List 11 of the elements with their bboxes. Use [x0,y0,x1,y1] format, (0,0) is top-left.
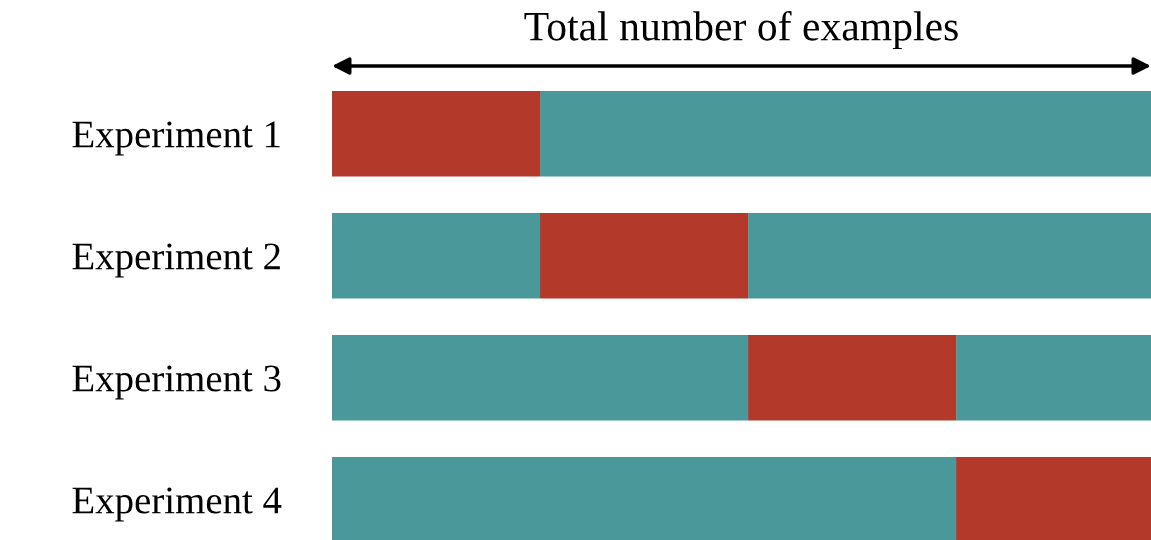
bar [956,335,1151,421]
y-tick-label: Experiment 4 [72,487,282,522]
y-tick-label: Experiment 2 [72,243,280,278]
bar [332,213,541,299]
bar [748,335,957,421]
bar [332,335,749,421]
bar [540,213,749,299]
y-tick-label: Experiment 3 [72,365,281,400]
y-tick-label: Experiment 1 [72,121,280,156]
chart-title: Total number of examples [524,10,958,50]
bar [748,213,1151,299]
